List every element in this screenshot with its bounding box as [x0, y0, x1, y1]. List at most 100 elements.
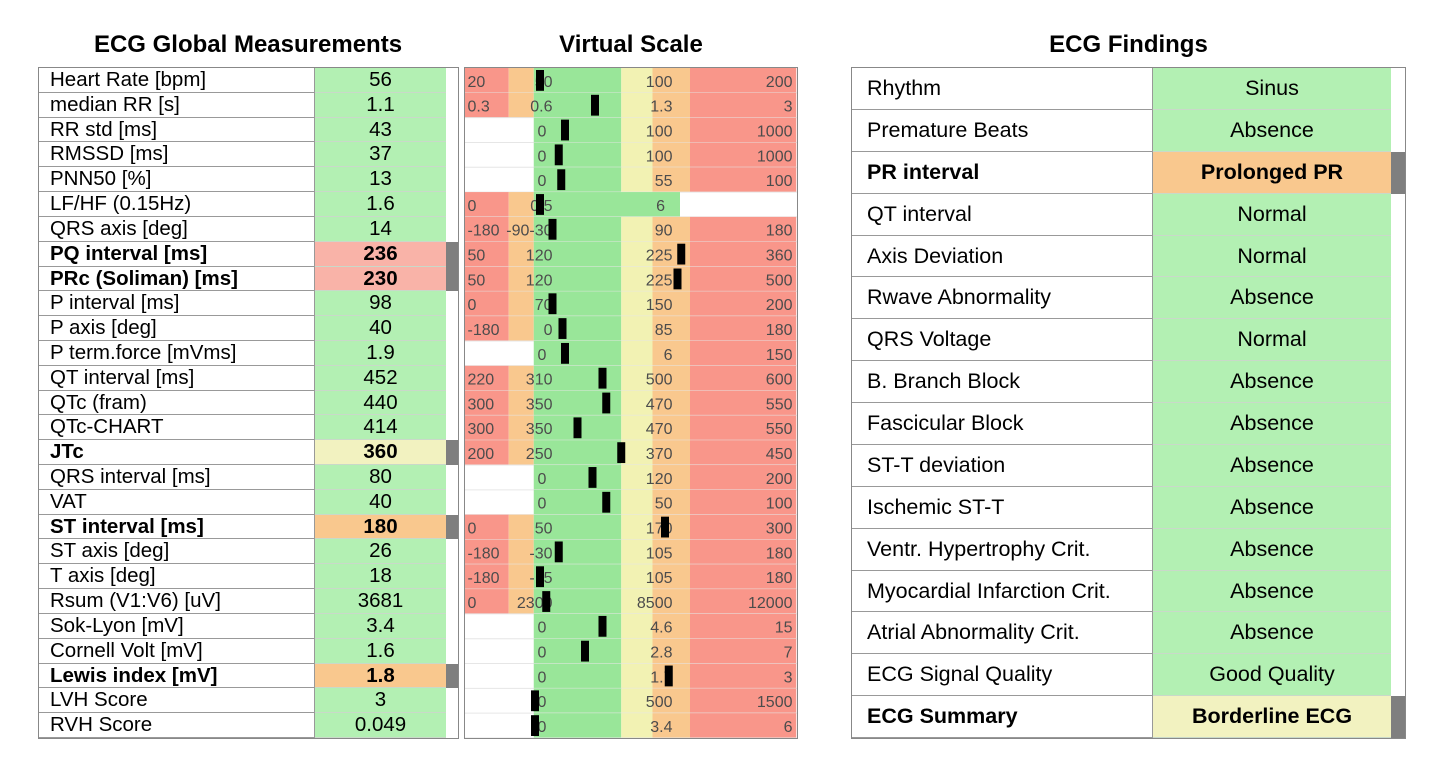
finding-value: Absence	[1153, 403, 1391, 445]
scale-marker	[598, 367, 607, 389]
scale-zone	[652, 340, 690, 366]
measurement-name: P axis [deg]	[39, 316, 315, 341]
measurement-row: QT interval [ms] 452	[39, 365, 458, 391]
finding-value: Normal	[1153, 235, 1391, 278]
scale-zone	[508, 192, 534, 217]
measurement-row: median RR [s] 1.1	[39, 92, 458, 118]
scale-tick-label: 0	[538, 620, 547, 637]
status-flag	[446, 589, 458, 614]
finding-row: Fascicular Block Absence	[852, 403, 1405, 445]
scale-zone	[690, 514, 797, 540]
scale-tick-label: 0	[468, 198, 477, 215]
measurement-row: T axis [deg] 18	[39, 564, 458, 590]
scale-zone	[621, 713, 653, 738]
scale-marker	[602, 392, 611, 414]
measurement-value: 1.1	[315, 92, 446, 118]
scale-marker	[661, 516, 669, 538]
scale-marker	[673, 268, 682, 290]
measurement-name: LVH Score	[39, 688, 315, 714]
measurement-value: 3.4	[315, 613, 446, 639]
scale-zone	[508, 68, 534, 93]
measurement-value: 1.8	[315, 663, 446, 689]
status-flag	[1391, 570, 1405, 613]
status-flag	[446, 489, 458, 515]
scale-zone	[621, 415, 653, 441]
scale-zone	[465, 216, 509, 242]
scale-tick-label: 0	[468, 595, 477, 612]
measurement-row: Heart Rate [bpm] 56	[39, 68, 458, 93]
scale-marker	[548, 218, 557, 240]
scale-zone	[621, 241, 653, 267]
scale-marker	[558, 318, 567, 339]
scale-zone	[465, 316, 509, 341]
scale-zone	[508, 241, 534, 267]
status-flag	[446, 663, 458, 689]
finding-value: Absence	[1153, 486, 1391, 529]
status-flag	[446, 68, 458, 93]
scale-tick-label: 500	[766, 272, 793, 289]
scale-zone	[508, 216, 534, 242]
measurement-value: 180	[315, 514, 446, 540]
scale-zone	[652, 539, 690, 565]
status-flag	[446, 390, 458, 416]
status-flag	[446, 340, 458, 366]
scale-zone	[533, 514, 622, 540]
measurement-name: RR std [ms]	[39, 117, 315, 143]
scale-zone	[508, 514, 534, 540]
scale-zone	[652, 365, 690, 391]
scale-zone	[652, 390, 690, 416]
scale-marker	[598, 615, 607, 637]
measurement-value: 40	[315, 316, 446, 341]
scale-tick-label: 180	[766, 570, 793, 587]
status-flag	[446, 167, 458, 193]
scale-tick-label: 150	[766, 347, 793, 364]
scale-zone	[690, 68, 797, 93]
scale-zone	[465, 241, 509, 267]
measurement-value: 0.049	[315, 713, 446, 738]
status-flag	[446, 365, 458, 391]
scale-zone	[508, 365, 534, 391]
scale-tick-label: 0	[538, 347, 547, 364]
finding-row: Ventr. Hypertrophy Crit. Absence	[852, 528, 1405, 571]
scale-zone	[508, 390, 534, 416]
measurement-value: 37	[315, 142, 446, 168]
measurement-row: Lewis index [mV] 1.8	[39, 663, 458, 689]
scale-tick-label: 600	[766, 372, 793, 389]
finding-value: Normal	[1153, 193, 1391, 236]
scale-tick-label: 180	[766, 545, 793, 562]
scale-zone	[533, 713, 622, 738]
scale-zone	[690, 638, 797, 664]
scale-tick-label: 100	[646, 123, 673, 140]
status-flag	[1391, 696, 1405, 738]
measurement-name: ST interval [ms]	[39, 514, 315, 540]
finding-name: Rhythm	[852, 68, 1153, 110]
measurement-value: 1.9	[315, 340, 446, 366]
scale-tick-label: 120	[526, 248, 553, 265]
status-flag	[1391, 528, 1405, 571]
scale-zone	[690, 539, 797, 565]
scale-marker	[591, 94, 599, 116]
finding-name: Myocardial Infarction Crit.	[852, 570, 1153, 613]
measurement-row: RMSSD [ms] 37	[39, 142, 458, 168]
scale-zone	[508, 415, 534, 441]
findings-title: ECG Findings	[1049, 31, 1208, 58]
scale-tick-label: 1.3	[650, 99, 672, 116]
scale-zone	[690, 142, 797, 168]
scale-tick-label: 6	[664, 347, 673, 364]
scale-tick-label: 350	[526, 396, 553, 413]
scale-tick-label: 20	[468, 74, 486, 91]
scale-zone	[621, 216, 653, 242]
scale-tick-label: -180	[468, 322, 500, 339]
finding-row: Myocardial Infarction Crit. Absence	[852, 570, 1405, 613]
scale-marker	[664, 665, 673, 687]
measurement-name: T axis [deg]	[39, 564, 315, 590]
measurement-row: ST axis [deg] 26	[39, 539, 458, 565]
measurement-row: JTc 360	[39, 440, 458, 466]
scale-zone	[533, 688, 622, 714]
scale-tick-label: 0	[538, 719, 547, 736]
scale-tick-label: 2.8	[650, 645, 672, 662]
scale-zone	[533, 117, 622, 143]
scale-tick-label: 200	[766, 471, 793, 488]
scale-zone	[690, 266, 797, 292]
measurement-value: 26	[315, 539, 446, 565]
